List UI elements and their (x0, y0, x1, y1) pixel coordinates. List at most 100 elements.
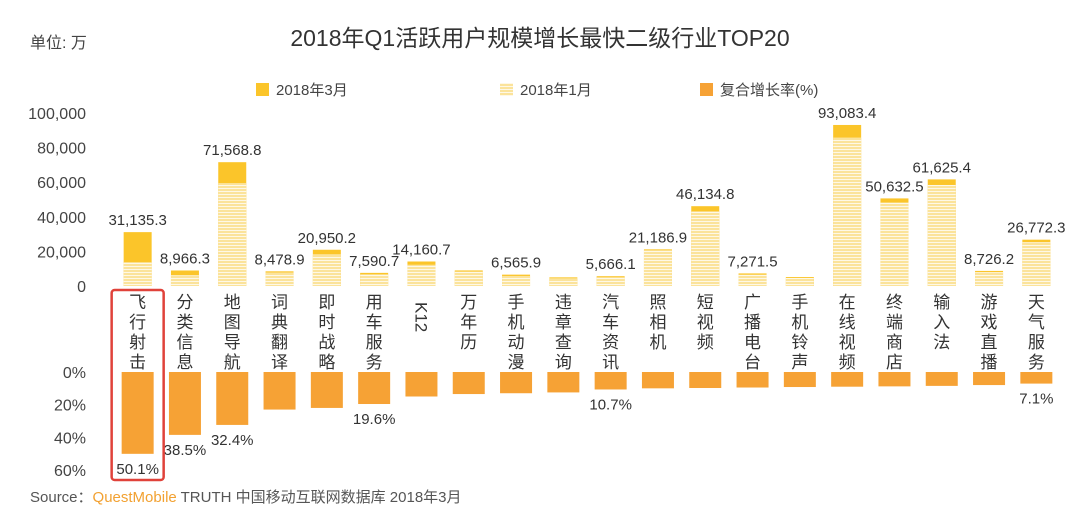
bar-value-label: 61,625.4 (913, 159, 971, 176)
growth-bar (121, 372, 154, 454)
growth-bar (973, 372, 1006, 386)
bar-2018-01 (596, 277, 625, 286)
y-tick-label: 40,000 (37, 210, 86, 227)
bar-value-label: 93,083.4 (818, 105, 876, 122)
category-label: 用车服务 (366, 293, 383, 372)
category-label: 分类信息 (176, 293, 193, 372)
growth-bar (641, 372, 674, 389)
bar-value-label: 8,966.3 (160, 250, 210, 267)
bar-2018-01 (643, 250, 672, 286)
y-tick-label: 60,000 (37, 175, 86, 192)
bar-2018-01 (975, 272, 1004, 286)
bars: 31,135.3 8,966.3 71,568.8 8,478.9 20,950.2 7,… (108, 105, 1066, 286)
legend-swatch-growth (700, 83, 713, 96)
growth-bar (689, 372, 722, 389)
growth-bar (1020, 372, 1053, 384)
growth-bar (831, 372, 864, 387)
bar-value-label: 7,271.5 (728, 253, 778, 270)
y-tick-label: 100,000 (28, 106, 86, 123)
legend: 2018年3月 2018年1月 复合增长率(%) (256, 81, 818, 99)
growth-tick-label: 0% (63, 365, 86, 382)
source-prefix: Source： (30, 489, 93, 506)
category-label: 即时战略 (318, 293, 335, 372)
growth-value-label: 10.7% (589, 396, 632, 413)
y-tick-label: 80,000 (37, 141, 86, 158)
growth-value-label: 32.4% (211, 432, 254, 449)
bar-2018-01 (1022, 242, 1051, 286)
category-label: 飞行射击 (129, 293, 146, 372)
bar-2018-01 (738, 274, 767, 286)
growth-tick-label: 20% (54, 398, 86, 415)
category-label: 汽车资讯 (602, 293, 619, 372)
bar-2018-01 (833, 137, 862, 286)
category-label: 游戏直播 (981, 293, 998, 372)
y-tick-label: 20,000 (37, 244, 86, 261)
growth-bar (168, 372, 201, 435)
bar-2018-01 (454, 271, 483, 286)
category-label: 词典翻译 (271, 293, 288, 372)
bar-value-label: 50,632.5 (865, 178, 923, 195)
y-axis: 100,000 80,000 60,000 40,000 20,000 0 (28, 106, 86, 296)
growth-tick-label: 40% (54, 430, 86, 447)
bar-2018-01 (123, 262, 152, 286)
category-label: 天气服务 (1028, 293, 1045, 372)
bar-2018-01 (691, 211, 720, 286)
category-label: K12 (411, 302, 430, 332)
bar-value-label: 71,568.8 (203, 142, 261, 159)
bar-value-label: 31,135.3 (108, 212, 166, 229)
bar-value-label: 14,160.7 (392, 242, 450, 259)
bar-2018-01 (265, 272, 294, 286)
category-labels: 飞行射击 分类信息 地图导航 词典翻译 即时战略 用车服务 K12 万年历 手机动漫 违章查询 汽车… (129, 293, 1045, 372)
bar-2018-01 (927, 184, 956, 286)
bar-2018-01 (785, 277, 814, 286)
growth-value-label: 50.1% (116, 461, 159, 478)
bar-2018-01 (407, 264, 436, 286)
legend-label-jan: 2018年1月 (520, 82, 592, 99)
source-brand: QuestMobile (92, 489, 177, 506)
category-label: 手机动漫 (508, 293, 525, 372)
source-note: Source：QuestMobile TRUTH 中国移动互联网数据库 2018… (30, 486, 462, 507)
growth-tick-label: 60% (54, 463, 86, 480)
highlight-box (110, 288, 165, 482)
growth-bar (594, 372, 627, 390)
growth-bar (310, 372, 343, 408)
bar-value-label: 7,590.7 (349, 253, 399, 270)
growth-bar (500, 372, 533, 394)
growth-bar (358, 372, 391, 405)
category-label: 万年历 (460, 293, 477, 352)
bar-2018-01 (549, 278, 578, 286)
growth-bars: 50.1% 38.5%32.4% 19.6% 10.7% 7.1% (116, 372, 1053, 478)
growth-bar (878, 372, 911, 387)
category-label: 广播电台 (744, 293, 761, 372)
growth-bar (783, 372, 816, 388)
bar-2018-01 (502, 275, 531, 286)
category-label: 在线视频 (839, 293, 856, 372)
category-label: 短视频 (697, 293, 714, 352)
legend-swatch-mar (256, 83, 269, 96)
bar-2018-01 (360, 274, 389, 286)
bar-value-label: 46,134.8 (676, 186, 734, 203)
growth-axis: 0% 20% 40% 60% (54, 365, 86, 480)
y-tick-label: 0 (77, 279, 86, 296)
growth-bar (547, 372, 580, 393)
bar-value-label: 8,478.9 (255, 251, 305, 268)
category-label: 照相机 (649, 293, 666, 352)
chart-title: 2018年Q1活跃用户规模增长最快二级行业TOP20 (290, 25, 789, 51)
category-label: 地图导航 (224, 293, 241, 372)
category-label: 违章查询 (555, 293, 572, 372)
growth-value-label: 7.1% (1019, 391, 1053, 408)
growth-bar (736, 372, 769, 388)
growth-bar (216, 372, 249, 425)
growth-bar (263, 372, 296, 410)
bar-value-label: 20,950.2 (298, 230, 356, 247)
legend-label-mar: 2018年3月 (276, 82, 348, 99)
source-suffix: TRUTH 中国移动互联网数据库 2018年3月 (176, 489, 462, 506)
bar-2018-01 (880, 202, 909, 286)
bar-2018-01 (170, 275, 199, 286)
category-label: 输入法 (933, 293, 950, 352)
growth-bar (925, 372, 958, 386)
category-label: 手机铃声 (791, 293, 808, 372)
bar-value-label: 6,565.9 (491, 255, 541, 272)
bar-value-label: 26,772.3 (1007, 220, 1065, 237)
bar-2018-01 (218, 183, 247, 286)
